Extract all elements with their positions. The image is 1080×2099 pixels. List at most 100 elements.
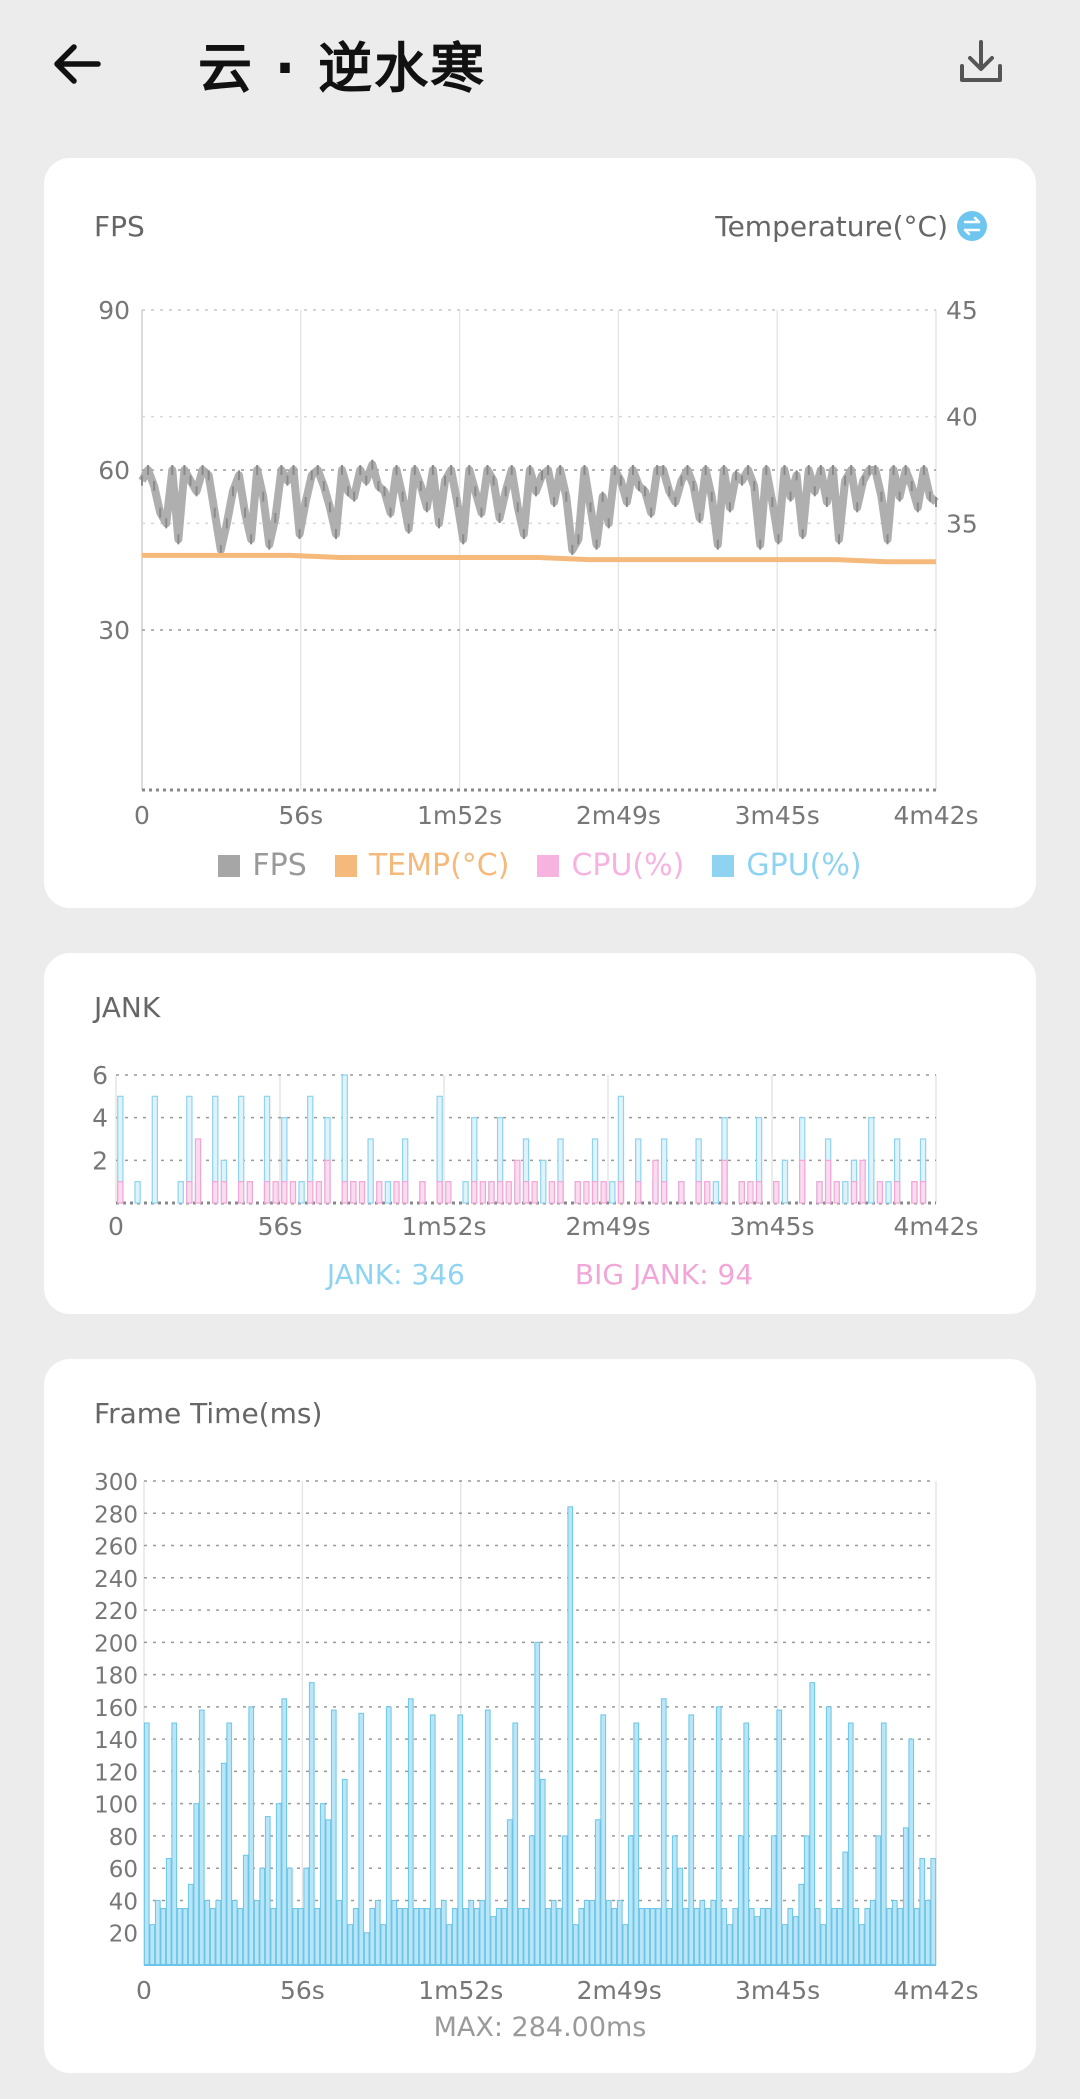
big-jank-bar [678,1181,685,1204]
frame-time-bar [682,1908,689,1966]
frame-time-bar [699,1899,706,1966]
jank-summary: JANK: 346 BIG JANK: 94 [44,1258,1036,1291]
legend-item[interactable]: CPU(%) [537,848,684,883]
frame-time-bar [429,1714,436,1966]
ft-x-tick-label: 4m42s [893,1976,978,1999]
frame-time-bar [303,1867,310,1966]
frame-time-bar [671,1835,678,1966]
swap-icon[interactable] [956,210,988,242]
download-icon[interactable] [956,36,1006,86]
big-jank-bar [263,1181,271,1204]
ft-y-tick-label: 80 [109,1825,138,1851]
frame-time-bar [748,1908,755,1966]
frame-time-bar [803,1835,810,1966]
temperature-axis-title: Temperature(°C) [715,210,948,243]
jank-bar [712,1181,720,1204]
frame-time-bar [193,1803,200,1966]
frame-time-bar [242,1854,249,1966]
frame-time-bar [539,1778,546,1966]
frame-time-bar [347,1924,354,1966]
ft-y-tick-label: 200 [94,1631,138,1657]
frame-time-bar [627,1835,634,1966]
big-jank-bar [488,1181,495,1204]
big-jank-bar [281,1181,288,1204]
fps-chart: 90 60 30 45 40 35 0 56s 1m52s 2m49s 3m45s 4m42s [98,296,978,830]
big-jank-bar [186,1181,193,1204]
ft-y-tick-label: 100 [94,1793,138,1819]
frame-time-bar [633,1722,640,1966]
legend-swatch [712,854,735,877]
frame-time-bar [226,1722,233,1966]
big-jank-bar [799,1159,806,1204]
jank-card: JANK 6 4 2 0 56s 1m52s 2m49s 3m45s 4m42s JANK: 3… [44,953,1036,1314]
big-jank-bar [436,1181,443,1204]
big-jank-bar [514,1159,521,1204]
frame-time-bar [182,1908,189,1966]
big-jank-bar [289,1181,297,1204]
frame-time-bar [919,1858,926,1966]
frame-time-bar [809,1682,816,1966]
frame-time-bar [215,1899,222,1966]
frame-time-bar [385,1706,392,1966]
jank-x-tick-label: 1m52s [401,1212,486,1241]
frame-time-bar [154,1899,161,1966]
big-jank-bar [341,1181,348,1204]
ft-y-tick-label: 40 [109,1889,138,1915]
frame-time-chart: 3002802602402202001801601401201008060402… [94,1470,978,1999]
frame-time-bar [798,1883,805,1966]
frame-time-bar [506,1819,513,1966]
big-jank-bar [695,1181,702,1204]
frame-time-bar [847,1722,854,1966]
legend-label: TEMP(°C) [368,848,510,883]
frame-time-bar [198,1709,205,1966]
big-jank-bar [479,1181,487,1204]
frame-time-bar [677,1867,684,1966]
frame-time-bar [336,1899,343,1966]
frame-time-bar [479,1899,486,1966]
frame-time-bar [644,1908,651,1966]
frame-time-bar [759,1908,766,1966]
frame-time-bar [160,1908,167,1966]
legend-item[interactable]: TEMP(°C) [334,848,510,883]
big-jank-bar [212,1181,219,1204]
frame-time-bar [292,1908,299,1966]
frame-time-bar [765,1908,772,1966]
ft-x-tick-label: 2m49s [577,1976,662,1999]
frame-time-bar [457,1714,464,1966]
frame-time-bar [556,1908,563,1966]
frame-time-bar [446,1924,453,1966]
frame-time-card: Frame Time(ms) 300 280 260 240 220 200 180 160 1… [44,1359,1036,2073]
frame-time-bar [330,1709,337,1966]
frame-time-bar [462,1908,469,1966]
fps-x-tick-label: 2m49s [576,801,661,830]
frame-time-bar [501,1908,508,1966]
ft-y-tick-label: 120 [94,1760,138,1786]
jank-bar [298,1181,305,1204]
frame-time-bar [561,1835,568,1966]
frame-time-bar [176,1908,183,1966]
frame-time-bar [314,1908,321,1966]
frame-time-bar [413,1908,420,1966]
big-jank-bar [376,1181,383,1204]
jank-bar [609,1181,616,1204]
fps-y-tick-label: 60 [98,456,130,485]
frame-time-bar [363,1932,370,1966]
frame-time-bar [864,1908,871,1966]
ft-x-tick-label: 3m45s [735,1976,820,1999]
frame-time-bar [171,1722,178,1966]
fps-y-tick-label: 30 [98,616,130,645]
legend-item[interactable]: FPS [218,848,307,883]
frame-time-bar [380,1924,387,1966]
arrow-left-icon[interactable] [48,34,108,94]
big-jank-bar [747,1181,754,1204]
big-jank-count-label: BIG JANK: 94 [574,1258,754,1291]
legend-item[interactable]: GPU(%) [712,848,862,883]
big-jank-bar [721,1159,728,1204]
frame-time-bar [611,1908,618,1966]
frame-time-bar [886,1908,893,1966]
page-title: 云 · 逆水寒 [198,37,487,100]
ft-y-tick-label: 280 [94,1502,138,1528]
frame-time-bar [402,1908,409,1966]
max-frame-time-label: MAX: 284.00ms [433,2012,647,2043]
ft-x-tick-label: 0 [136,1976,152,1999]
